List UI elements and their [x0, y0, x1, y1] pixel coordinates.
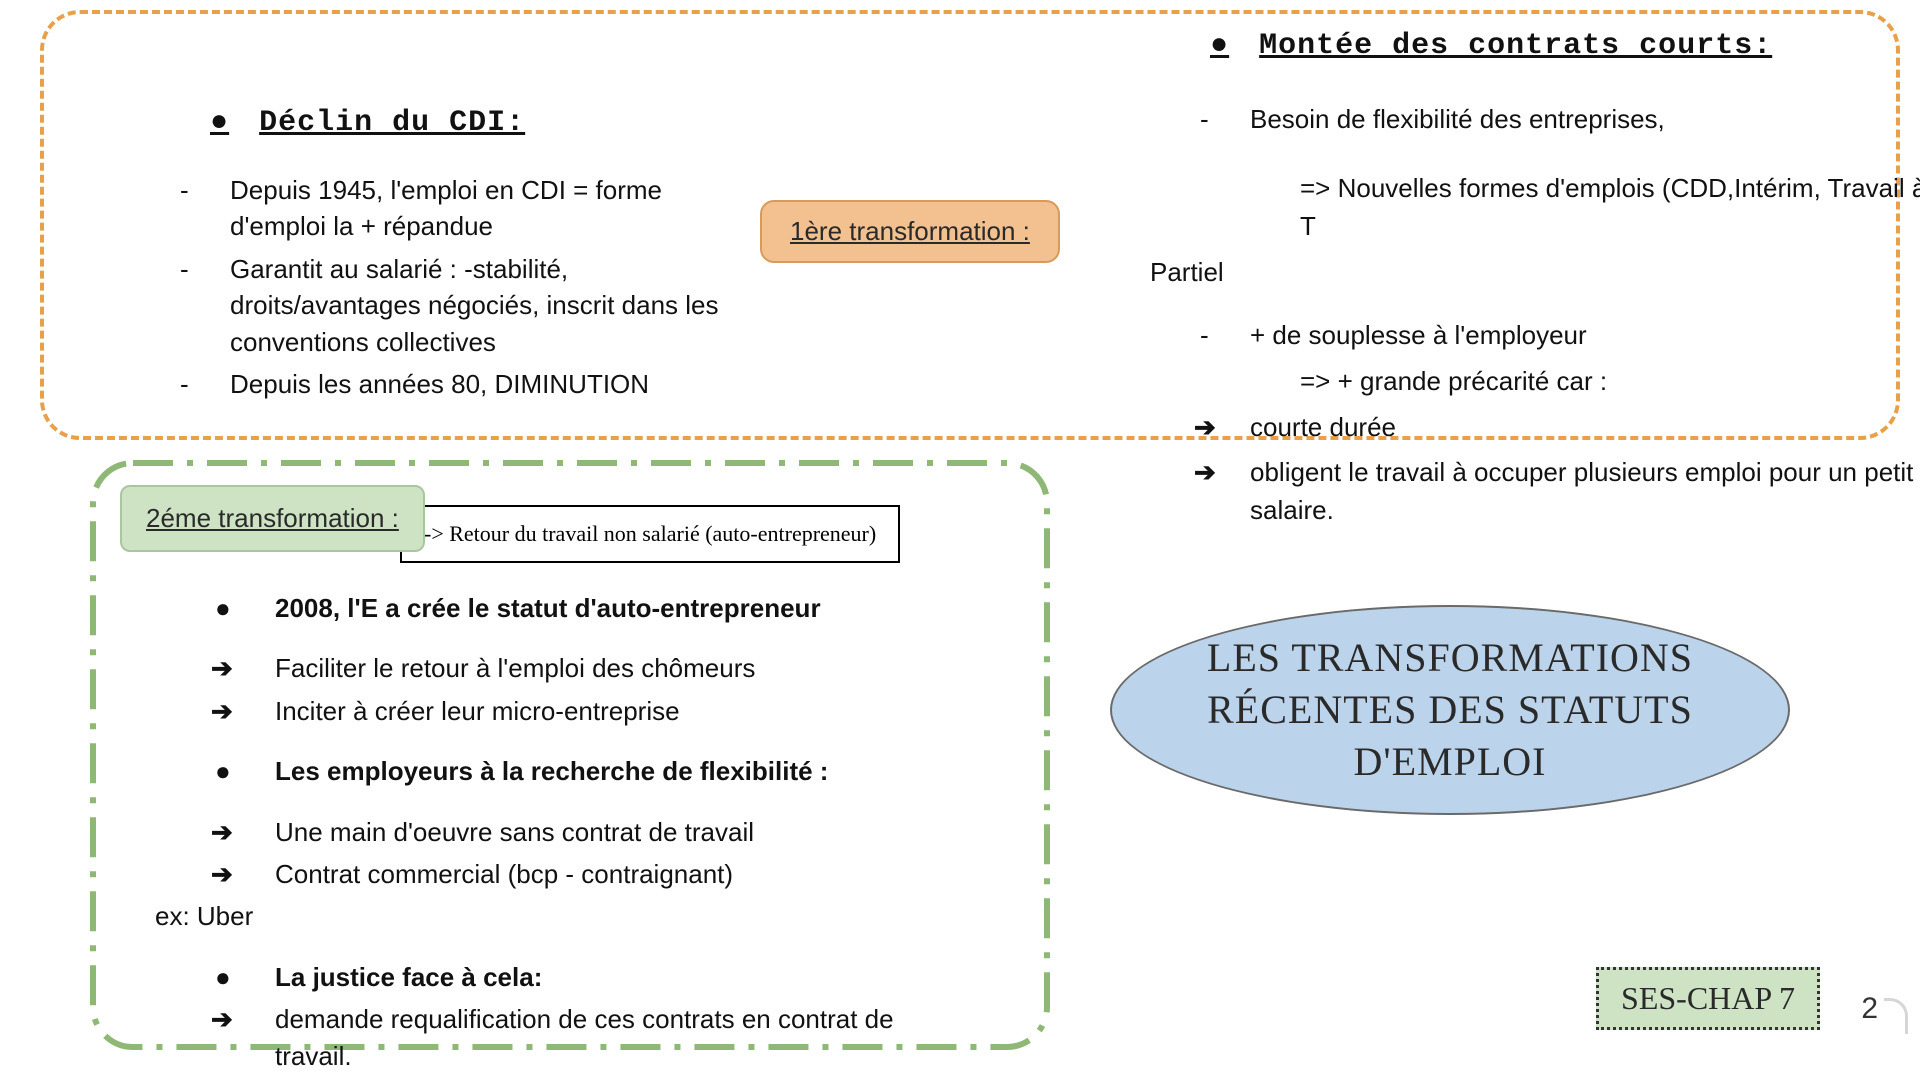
heading-declin-cdi: Déclin du CDI:	[210, 100, 730, 144]
list-item: Depuis 1945, l'emploi en CDI = forme d'e…	[180, 172, 730, 245]
list-item: Partiel	[1150, 254, 1920, 292]
list-item: La justice face à cela:	[155, 959, 975, 995]
title-ellipse-text: LES TRANSFORMATIONS RÉCENTES DES STATUTS…	[1152, 632, 1748, 788]
list-item: Depuis les années 80, DIMINUTION	[180, 366, 730, 402]
chapter-tag: SES-CHAP 7	[1596, 967, 1820, 1030]
spacer	[1200, 146, 1920, 162]
spacer	[1200, 299, 1920, 309]
list-item: courte durée	[1200, 409, 1920, 447]
list-item: demande requalification de ces contrats …	[155, 1001, 975, 1074]
corner-decoration-icon	[1884, 998, 1908, 1034]
heading-contrats-courts: Montée des contrats courts:	[1210, 22, 1920, 69]
list-item: ex: Uber	[155, 898, 975, 934]
badge-transformation-1: 1ère transformation :	[760, 200, 1060, 263]
list-item: Faciliter le retour à l'emploi des chôme…	[155, 650, 975, 686]
list-item: Garantit au salarié : -stabilité, droits…	[180, 251, 730, 360]
list-item: Contrat commercial (bcp - contraignant)	[155, 856, 975, 892]
page-number: 2	[1861, 992, 1878, 1026]
list-item: => Nouvelles formes d'emplois (CDD,Intér…	[1200, 170, 1920, 245]
column-contrats-courts: Montée des contrats courts: Besoin de fl…	[1150, 22, 1920, 538]
title-ellipse: LES TRANSFORMATIONS RÉCENTES DES STATUTS…	[1110, 605, 1790, 815]
column-declin-cdi: Déclin du CDI: Depuis 1945, l'emploi en …	[130, 100, 730, 408]
badge-transformation-2: 2éme transformation :	[120, 485, 425, 552]
badge-transformation-2-subtitle: -> Retour du travail non salarié (auto-e…	[400, 505, 900, 563]
list-item: obligent le travail à occuper plusieurs …	[1200, 454, 1920, 529]
list-item: 2008, l'E a crée le statut d'auto-entrep…	[155, 590, 975, 626]
list-item: Inciter à créer leur micro-entreprise	[155, 693, 975, 729]
list-item: Une main d'oeuvre sans contrat de travai…	[155, 814, 975, 850]
list-item: Les employeurs à la recherche de flexibi…	[155, 753, 975, 789]
list-item: + de souplesse à l'employeur	[1200, 317, 1920, 355]
column-transformation-2: 2008, l'E a crée le statut d'auto-entrep…	[155, 590, 975, 1080]
list-item: => + grande précarité car :	[1200, 363, 1920, 401]
list-declin-cdi: Depuis 1945, l'emploi en CDI = forme d'e…	[180, 172, 730, 402]
list-item: Besoin de flexibilité des entreprises,	[1200, 101, 1920, 139]
